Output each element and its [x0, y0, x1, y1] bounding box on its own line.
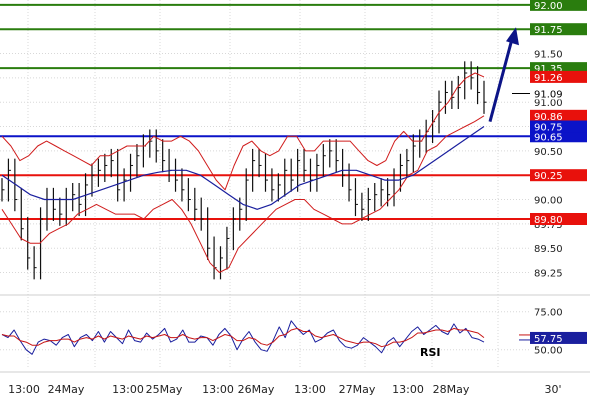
y-tick-label: 90.00: [534, 196, 563, 207]
y-tick-labels: 89.25 89.50 89.75 90.00 90.50 91.00 91.50 50.00…: [534, 50, 563, 357]
level-tag-box: [530, 0, 587, 11]
price-tag-text: 91.26: [534, 73, 563, 84]
y-tick-label: 91.00: [534, 98, 563, 109]
x-tick-label: 26May: [238, 383, 275, 396]
moving-average: [1, 126, 485, 210]
rsi-tick-label: 75.00: [534, 308, 563, 319]
price-tag-text: 90.86: [534, 112, 563, 123]
y-tick-label: 89.25: [534, 269, 563, 280]
rsi-label: RSI: [420, 346, 441, 359]
level-tag-box: [530, 23, 587, 36]
rsi-grid: [0, 311, 530, 351]
y-tick-label: 89.50: [534, 244, 563, 255]
x-tick-label: 25May: [146, 383, 183, 396]
price-tags: 92.00 91.75 91.35 90.65 90.25 89.80 91.26 91.09…: [512, 0, 587, 345]
price-tag-box: [530, 120, 587, 133]
level-tag-box: [530, 169, 587, 182]
level-tag-text: 91.75: [534, 25, 563, 36]
level-tag-box: [530, 62, 587, 75]
last-price-tag-box: [530, 87, 587, 100]
bollinger-bands: [1, 72, 485, 273]
price-bars: [1, 61, 487, 280]
x-tick-label: 13:00: [392, 383, 424, 396]
rsi-series-line: [1, 327, 485, 348]
rsi-value-tag-text: 57.75: [534, 334, 563, 345]
rsi-panel-label: RSI: [420, 346, 441, 359]
x-tick-label: 24May: [48, 383, 85, 396]
level-tag-text: 92.00: [534, 1, 563, 12]
x-axis-end-label: 30': [544, 383, 561, 396]
price-tag-box: [530, 70, 587, 83]
price-tag-text: 90.75: [534, 123, 563, 134]
projection-line: [488, 34, 515, 123]
x-tick-label: 27May: [339, 383, 376, 396]
moving-average-line: [1, 126, 485, 210]
x-axis: 13:00 24May 13:00 25May 13:00 26May 13:00 27May…: [0, 371, 590, 396]
bollinger-lower-line: [1, 115, 485, 273]
rsi-tick-label: 50.00: [534, 346, 563, 357]
level-tag-text: 89.80: [534, 215, 563, 226]
x-tick-label: 13:00: [8, 383, 40, 396]
x-tick-label: 13:00: [202, 383, 234, 396]
rsi-lines: [1, 320, 530, 355]
bollinger-upper-line: [1, 72, 485, 191]
x-tick-label: 13:00: [112, 383, 144, 396]
level-tag-text: 90.65: [534, 132, 563, 143]
level-tag-text: 91.35: [534, 64, 563, 75]
x-tick-label: 28May: [433, 383, 470, 396]
y-tick-label: 90.50: [534, 147, 563, 158]
level-tag-box: [530, 130, 587, 143]
y-tick-label: 89.75: [534, 220, 563, 231]
y-tick-label: 91.50: [534, 50, 563, 61]
projection-arrowhead: [506, 27, 519, 46]
x-tick-label: 13:00: [294, 383, 326, 396]
last-price-tag-text: 91.09: [534, 89, 563, 100]
level-tag-text: 90.25: [534, 171, 563, 182]
rsi-series-line: [1, 320, 485, 355]
rsi-value-tag-box: [530, 331, 587, 344]
level-tag-box: [530, 213, 587, 225]
price-tag-box: [530, 109, 587, 122]
projection-arrow: [488, 27, 519, 123]
